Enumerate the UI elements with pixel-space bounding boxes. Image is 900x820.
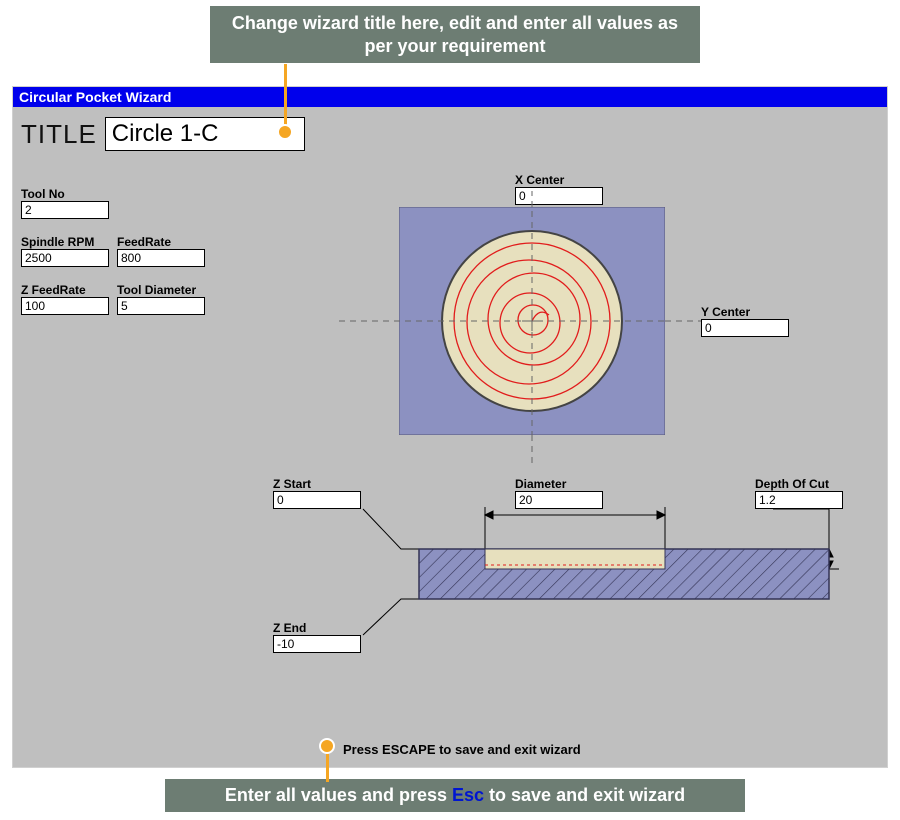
field-x-center: X Center (515, 173, 603, 205)
callout-bottom-pre: Enter all values and press (225, 785, 452, 805)
z-feedrate-input[interactable] (21, 297, 109, 315)
spindle-rpm-input[interactable] (21, 249, 109, 267)
escape-hint: Press ESCAPE to save and exit wizard (343, 742, 581, 757)
field-depth-of-cut: Depth Of Cut (755, 477, 843, 509)
field-z-start: Z Start (273, 477, 361, 509)
diameter-label: Diameter (515, 477, 603, 491)
field-diameter: Diameter (515, 477, 603, 509)
feedrate-input[interactable] (117, 249, 205, 267)
y-center-label: Y Center (701, 305, 789, 319)
spindle-rpm-label: Spindle RPM (21, 235, 109, 249)
z-start-label: Z Start (273, 477, 361, 491)
x-center-label: X Center (515, 173, 603, 187)
title-row: TITLE (21, 117, 305, 151)
title-label: TITLE (21, 119, 97, 150)
callout-bottom-pointer-dot (319, 738, 335, 754)
callout-top: Change wizard title here, edit and enter… (210, 6, 700, 63)
window-titlebar: Circular Pocket Wizard (13, 87, 887, 107)
callout-top-pointer-line (284, 64, 287, 128)
field-y-center: Y Center (701, 305, 789, 337)
tool-no-input[interactable] (21, 201, 109, 219)
plan-diagram (399, 207, 665, 435)
callout-top-pointer-dot (277, 124, 293, 140)
y-center-input[interactable] (701, 319, 789, 337)
callout-bottom: Enter all values and press Esc to save a… (165, 779, 745, 812)
field-feedrate: FeedRate (117, 235, 205, 267)
field-spindle-rpm: Spindle RPM (21, 235, 109, 267)
wizard-window: Circular Pocket Wizard TITLE Tool No Spi… (12, 86, 888, 768)
tool-diameter-label: Tool Diameter (117, 283, 205, 297)
field-tool-diameter: Tool Diameter (117, 283, 205, 315)
x-center-input[interactable] (515, 187, 603, 205)
field-z-feedrate: Z FeedRate (21, 283, 109, 315)
tool-diameter-input[interactable] (117, 297, 205, 315)
title-input[interactable] (105, 117, 305, 151)
feedrate-label: FeedRate (117, 235, 205, 249)
depth-of-cut-label: Depth Of Cut (755, 477, 843, 491)
callout-bottom-key: Esc (452, 785, 484, 805)
z-feedrate-label: Z FeedRate (21, 283, 109, 297)
callout-bottom-post: to save and exit wizard (484, 785, 685, 805)
section-diagram (273, 507, 873, 657)
field-tool-no: Tool No (21, 187, 109, 219)
tool-no-label: Tool No (21, 187, 109, 201)
